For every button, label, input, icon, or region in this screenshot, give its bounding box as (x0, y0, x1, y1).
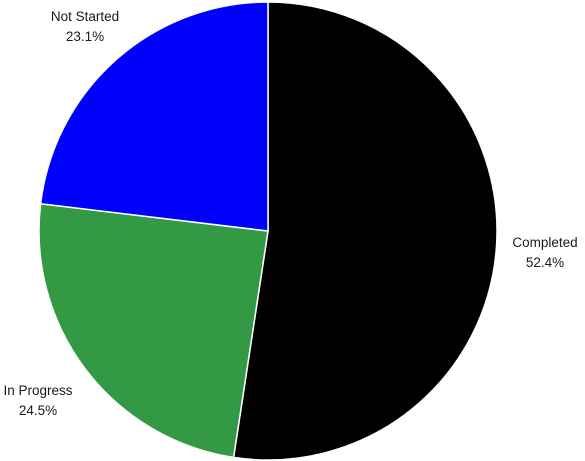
pie-slice-not-started (39, 1, 269, 232)
slice-value-not-started: 23.1% (66, 29, 104, 44)
pie-slices (38, 1, 498, 461)
slice-label-not-started: Not Started (51, 9, 119, 24)
slice-value-in-progress: 24.5% (19, 403, 57, 418)
slice-label-in-progress: In Progress (3, 383, 72, 398)
pie-slice-completed (232, 1, 498, 461)
slice-value-completed: 52.4% (526, 255, 564, 270)
pie-labels: Completed 52.4% In Progress 24.5% Not Starte… (3, 9, 577, 418)
pie-slice-in-progress (38, 202, 269, 459)
slice-label-completed: Completed (512, 235, 577, 250)
